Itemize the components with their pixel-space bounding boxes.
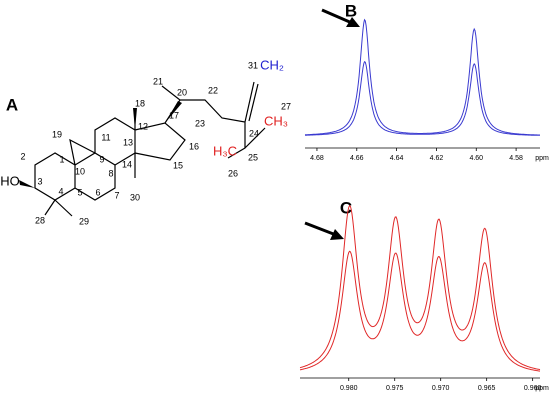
x-tick-label: 4.62 xyxy=(430,155,444,162)
atom-label: 18 xyxy=(135,98,145,108)
spectrum-trace xyxy=(305,60,540,136)
atom-label: 7 xyxy=(114,190,119,200)
atom-label: CH₃ xyxy=(264,113,288,128)
atom-label: 11 xyxy=(101,132,110,142)
arrowhead xyxy=(330,229,344,240)
x-tick-label: 4.68 xyxy=(310,155,324,162)
atom-label: 22 xyxy=(208,85,218,95)
atom-label: HO xyxy=(0,173,20,188)
atom-label: 1 xyxy=(59,154,64,164)
x-tick-label: 4.58 xyxy=(509,155,523,162)
atom-label: 4 xyxy=(58,186,63,196)
spectrum-trace xyxy=(299,204,541,371)
atom-label: 14 xyxy=(122,159,132,169)
atom-label: 21 xyxy=(153,76,163,86)
arrowhead xyxy=(346,17,360,27)
atom-label: 19 xyxy=(52,129,62,139)
structure: A xyxy=(6,81,266,217)
atom-label: 27 xyxy=(281,101,291,111)
atom-label: 8 xyxy=(108,168,113,178)
atom-label: 31 xyxy=(248,60,258,70)
atom-label: 3 xyxy=(37,176,42,186)
atom-label: 5 xyxy=(77,187,82,197)
atom-label: 30 xyxy=(130,192,140,202)
x-tick-label: 0.975 xyxy=(386,385,404,392)
atom-label: 13 xyxy=(123,137,133,147)
atom-label: H₃C xyxy=(213,143,237,158)
wedge xyxy=(133,108,137,130)
atom-label: 16 xyxy=(189,141,199,151)
atom-label: 29 xyxy=(79,216,89,226)
x-tick-label: 4.64 xyxy=(390,155,404,162)
atom-label: 26 xyxy=(228,168,238,178)
atom-label: 10 xyxy=(75,166,85,176)
x-tick-label: 4.66 xyxy=(350,155,364,162)
wedge xyxy=(165,101,182,123)
x-tick-label: 0.980 xyxy=(340,385,358,392)
x-tick-label: 0.970 xyxy=(432,385,450,392)
wedge xyxy=(19,180,35,188)
atom-label: 24 xyxy=(249,128,259,138)
atom-label: 28 xyxy=(35,215,45,225)
x-axis-label: ppm xyxy=(535,385,549,392)
x-tick-label: 0.960 xyxy=(524,385,542,392)
atom-label: 25 xyxy=(248,152,258,162)
atom-label: 20 xyxy=(177,87,187,97)
atom-label: 2 xyxy=(20,151,25,161)
atom-label: 9 xyxy=(99,154,104,164)
atom-label: CH₂ xyxy=(260,57,284,72)
spectrum-trace xyxy=(299,250,541,372)
panel-label: B xyxy=(345,1,357,20)
arrow xyxy=(321,8,353,25)
atom-label: 23 xyxy=(195,118,205,128)
arrows xyxy=(304,8,360,240)
panel-label: A xyxy=(6,95,18,114)
atom-label: 12 xyxy=(138,121,148,131)
atom-label: 17 xyxy=(169,110,179,120)
atom-label: 15 xyxy=(173,160,183,170)
x-axis-label: ppm xyxy=(535,155,549,162)
arrow xyxy=(304,221,337,237)
x-tick-label: 4.60 xyxy=(469,155,483,162)
spectrum-trace xyxy=(304,18,540,136)
atom-label: 6 xyxy=(95,187,100,197)
panel-label: C xyxy=(340,198,352,217)
x-tick-label: 0.965 xyxy=(478,385,496,392)
bonds xyxy=(34,81,266,217)
